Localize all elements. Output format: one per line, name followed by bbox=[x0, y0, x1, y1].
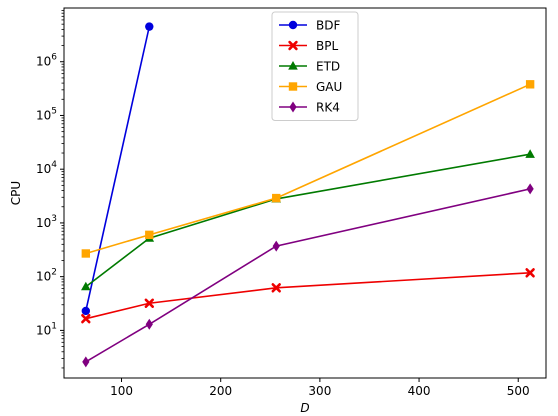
legend-marker bbox=[288, 40, 298, 51]
data-point-gau bbox=[81, 249, 91, 258]
x-tick-label: 400 bbox=[408, 384, 431, 398]
data-point-gau bbox=[525, 80, 535, 89]
y-tick-label: 101 bbox=[36, 321, 57, 337]
legend-label: ETD bbox=[316, 60, 340, 74]
legend-label: GAU bbox=[316, 80, 342, 94]
legend-marker bbox=[288, 82, 298, 91]
series-bpl bbox=[81, 268, 535, 324]
data-point-gau bbox=[272, 193, 281, 203]
y-tick-label: 106 bbox=[36, 53, 57, 69]
data-point-bpl bbox=[144, 298, 154, 308]
y-axis-label: CPU bbox=[9, 181, 23, 205]
y-tick-label: 104 bbox=[36, 160, 57, 176]
legend-entry-bpl: BPL bbox=[279, 39, 338, 53]
legend-entry-bdf: BDF bbox=[279, 19, 340, 33]
series-line-rk4 bbox=[85, 188, 531, 363]
legend-box bbox=[271, 11, 359, 121]
data-point-bdf bbox=[81, 306, 91, 316]
legend: BDF BPL ETD GAU RK4 bbox=[271, 11, 359, 121]
data-point-bdf bbox=[145, 22, 154, 31]
data-point-etd bbox=[525, 149, 535, 158]
x-tick-label: 200 bbox=[209, 384, 232, 398]
legend-label: BDF bbox=[316, 19, 340, 33]
x-tick-label: 500 bbox=[507, 384, 530, 398]
series-bdf bbox=[81, 22, 154, 316]
x-tick-label: 100 bbox=[110, 384, 133, 398]
legend-entry-rk4: RK4 bbox=[279, 101, 340, 115]
data-point-rk4 bbox=[82, 356, 90, 368]
data-point-etd bbox=[81, 281, 91, 291]
series-layer bbox=[81, 22, 535, 368]
y-tick-label: 102 bbox=[36, 268, 57, 284]
legend-entry-gau: GAU bbox=[279, 80, 342, 94]
x-axis-label: D bbox=[300, 401, 309, 415]
legend-label: BPL bbox=[316, 39, 338, 53]
series-line-etd bbox=[85, 153, 531, 288]
data-point-rk4 bbox=[526, 183, 534, 195]
y-tick-label: 103 bbox=[36, 214, 57, 230]
axes-frame bbox=[63, 7, 547, 379]
series-line-gau bbox=[85, 83, 531, 255]
legend-marker bbox=[289, 101, 297, 113]
data-point-bpl bbox=[271, 283, 281, 293]
y-tick-label: 105 bbox=[36, 106, 57, 122]
data-point-rk4 bbox=[145, 318, 153, 330]
series-rk4 bbox=[82, 183, 534, 368]
legend-marker bbox=[288, 20, 298, 30]
series-line-bpl bbox=[85, 272, 531, 320]
series-gau bbox=[81, 80, 535, 258]
axes-layer: 100 200 300 400 500 101 102 103 104 105 106 bbox=[36, 7, 547, 398]
x-tick-label: 300 bbox=[308, 384, 331, 398]
legend-entry-etd: ETD bbox=[279, 60, 340, 74]
series-line-bdf bbox=[85, 26, 151, 312]
legend-marker bbox=[288, 61, 298, 70]
legend-label: RK4 bbox=[316, 101, 340, 115]
data-point-rk4 bbox=[272, 240, 280, 252]
data-point-bpl bbox=[525, 268, 535, 278]
data-point-gau bbox=[145, 230, 154, 240]
data-point-bpl bbox=[81, 314, 91, 324]
